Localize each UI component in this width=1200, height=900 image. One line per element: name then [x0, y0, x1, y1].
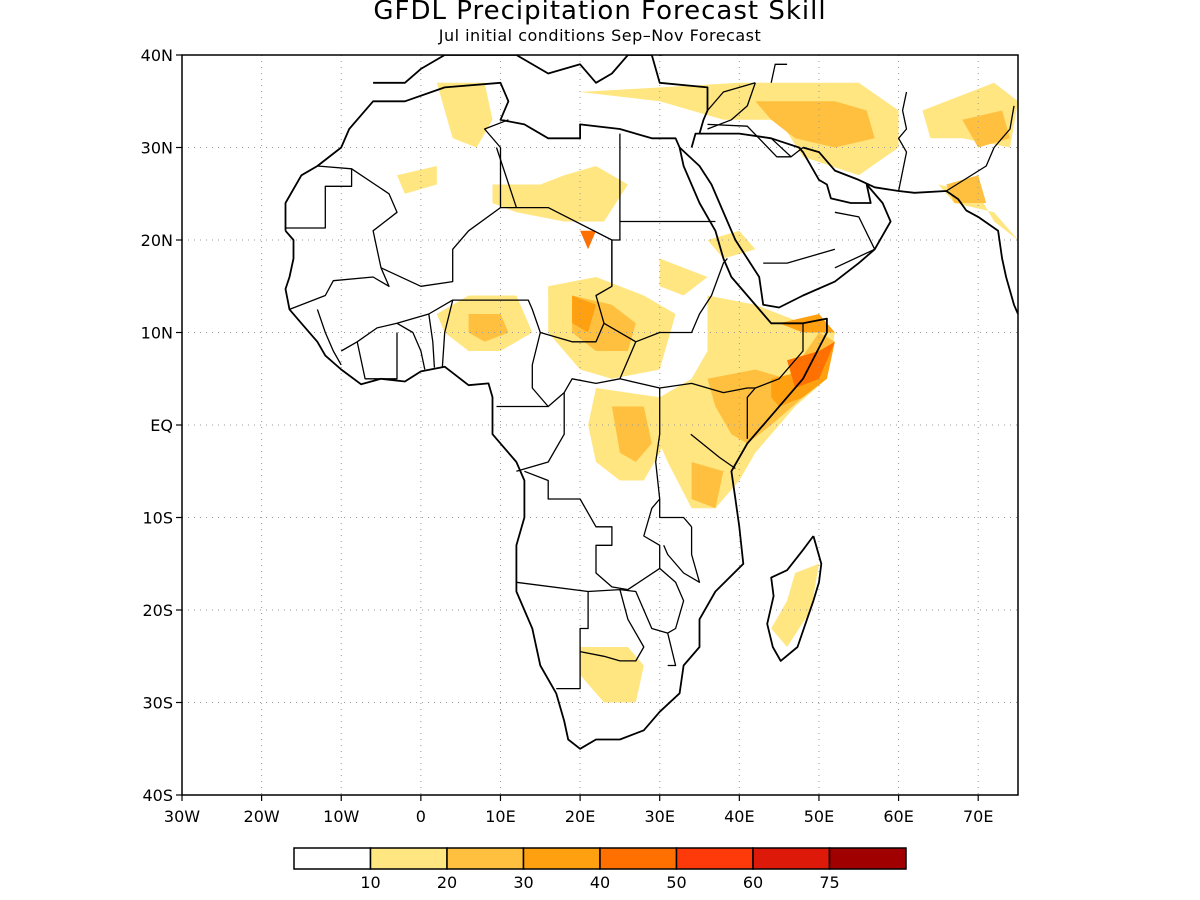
y-tick-label-8: 40S — [142, 786, 173, 805]
coastline-madagascar — [766, 535, 823, 662]
color-legend: 10 20 30 40 50 60 75 — [293, 847, 907, 892]
y-tick-label-1: 30N — [141, 139, 173, 158]
coastline-med-north — [373, 55, 709, 134]
legend-label-0: 10 — [360, 873, 380, 892]
country-border-8 — [603, 258, 728, 343]
y-tick-label-5: 10S — [142, 509, 173, 528]
y-tick-label-3: 10N — [141, 324, 173, 343]
coastline-arabia — [678, 132, 892, 309]
x-tick-label-7: 40E — [724, 807, 754, 826]
country-border-32 — [897, 91, 908, 192]
legend-swatch-2 — [446, 847, 525, 870]
skill-region-22 — [572, 295, 596, 333]
skill-region-11 — [580, 647, 644, 703]
country-border-21 — [663, 526, 701, 583]
coastline-black-sea-caspian — [657, 55, 670, 56]
skill-region-12 — [771, 563, 819, 647]
country-border-19 — [579, 589, 645, 662]
y-tick-label-7: 30S — [142, 694, 173, 713]
skill-region-14 — [755, 101, 875, 148]
country-border-14 — [690, 433, 736, 470]
country-border-22 — [356, 332, 398, 380]
country-border-24 — [428, 313, 436, 368]
x-tick-label-5: 20E — [565, 807, 595, 826]
legend-label-3: 40 — [590, 873, 610, 892]
y-tick-label-0: 40N — [141, 46, 173, 65]
legend-label-5: 60 — [743, 873, 763, 892]
skill-region-20 — [691, 462, 724, 509]
country-border-5 — [611, 133, 621, 241]
skill-region-15 — [962, 110, 1010, 148]
legend-swatch-5 — [675, 847, 754, 870]
skill-shading-layer — [397, 82, 1018, 703]
country-border-31 — [763, 248, 836, 264]
legend-swatch-6 — [752, 847, 831, 870]
y-tick-label-2: 20N — [141, 231, 173, 250]
skill-region-21 — [468, 314, 509, 342]
country-border-3 — [483, 119, 509, 208]
x-tick-label-3: 0 — [416, 807, 426, 826]
country-border-15 — [746, 387, 756, 439]
country-border-16 — [524, 470, 661, 591]
country-border-1 — [289, 168, 398, 311]
country-border-33 — [945, 105, 1015, 192]
country-border-2 — [340, 206, 613, 352]
x-tick-label-6: 30E — [644, 807, 674, 826]
legend-label-6: 75 — [819, 873, 839, 892]
y-axis-ticks: 40N 30N 20N 10N EQ 10S 20S 30S 40S — [141, 46, 182, 805]
legend-swatch-4 — [599, 847, 678, 870]
country-borders — [285, 63, 1015, 690]
country-border-9 — [619, 323, 804, 394]
country-border-30 — [834, 211, 876, 269]
country-border-26 — [316, 309, 342, 366]
country-border-0 — [285, 165, 353, 229]
legend-label-4: 50 — [666, 873, 686, 892]
x-tick-label-1: 20W — [244, 807, 280, 826]
country-border-25 — [441, 299, 454, 367]
skill-region-4 — [397, 166, 437, 194]
country-border-12 — [516, 392, 565, 472]
legend-swatch-3 — [522, 847, 601, 870]
skill-region-8 — [659, 258, 708, 296]
y-tick-label-4: EQ — [150, 416, 173, 435]
x-tick-label-0: 30W — [164, 807, 200, 826]
skill-region-16 — [946, 175, 987, 203]
country-border-4 — [495, 147, 518, 208]
map-subtitle: Jul initial conditions Sep–Nov Forecast — [438, 26, 762, 45]
grid-lines — [182, 55, 1018, 795]
x-tick-label-4: 10E — [485, 807, 515, 826]
country-border-17 — [516, 581, 589, 690]
country-border-23 — [396, 322, 426, 370]
legend-swatch-0 — [293, 847, 372, 870]
legend-label-2: 30 — [513, 873, 533, 892]
country-border-10 — [531, 332, 621, 408]
country-border-35 — [770, 63, 788, 83]
country-border-20 — [659, 567, 685, 634]
x-tick-label-8: 50E — [804, 807, 834, 826]
legend-label-1: 20 — [437, 873, 457, 892]
country-border-34 — [707, 82, 756, 111]
coastline-layer — [284, 55, 1018, 750]
legend-swatch-1 — [369, 847, 448, 870]
legend-swatch-7 — [828, 847, 907, 870]
x-tick-label-10: 70E — [963, 807, 993, 826]
x-axis-ticks: 30W 20W 10W 0 10E 20E 30E 40E 50E 60E 70E — [164, 795, 993, 826]
skill-region-3 — [436, 82, 493, 148]
country-border-29 — [707, 123, 792, 158]
coastline-iran-india — [802, 146, 1018, 315]
x-tick-label-2: 10W — [323, 807, 359, 826]
skill-region-26 — [580, 230, 596, 250]
y-tick-label-6: 20S — [142, 601, 173, 620]
coastline-africa — [284, 81, 828, 750]
skill-region-13 — [707, 230, 756, 259]
skill-region-18 — [611, 406, 652, 462]
map-title: GFDL Precipitation Forecast Skill — [373, 0, 827, 26]
x-tick-label-9: 60E — [883, 807, 913, 826]
